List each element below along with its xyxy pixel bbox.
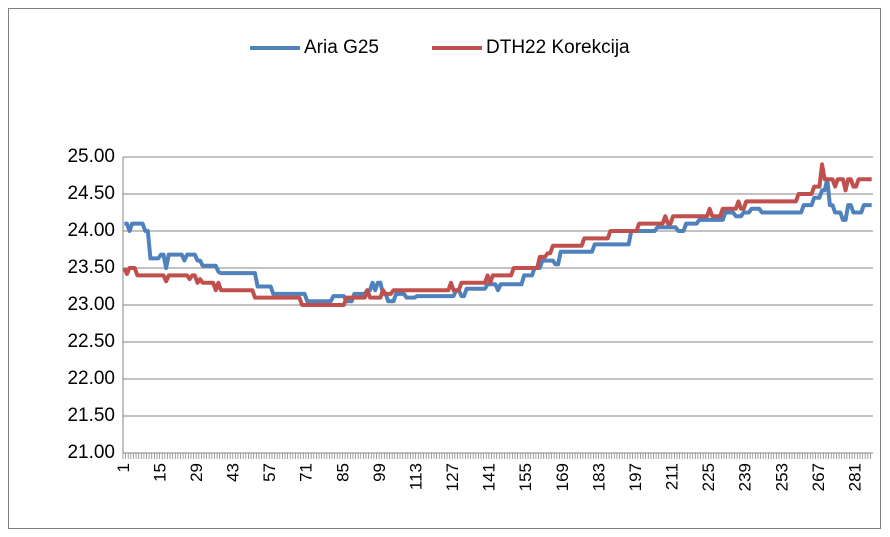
x-tick-label: 1	[114, 463, 133, 472]
x-tick-label: 267	[809, 463, 828, 491]
y-tick-label: 23.50	[67, 257, 115, 278]
x-tick-label: 15	[150, 463, 169, 482]
y-tick-label: 25.00	[67, 146, 115, 167]
x-tick-label: 239	[736, 463, 755, 491]
legend-label: Aria G25	[304, 37, 379, 58]
x-tick-label: 127	[443, 463, 462, 491]
y-tick-label: 24.50	[67, 183, 115, 204]
line-series	[124, 177, 872, 304]
x-tick-label: 57	[260, 463, 279, 482]
x-tick-label: 281	[845, 463, 864, 491]
x-tick-label: 99	[370, 463, 389, 482]
x-tick-label: 29	[187, 463, 206, 482]
y-tick-label: 22.50	[67, 331, 115, 352]
x-tick-label: 113	[406, 463, 425, 490]
y-tick-label: 21.50	[67, 405, 115, 426]
y-tick-label: 23.00	[67, 294, 115, 315]
x-tick-label: 141	[480, 463, 499, 491]
legend-label: DTH22 Korekcija	[486, 37, 630, 58]
x-tick-label: 169	[553, 463, 572, 491]
x-tick-label: 71	[297, 463, 316, 482]
x-tick-label: 155	[516, 463, 535, 491]
x-tick-label: 197	[626, 463, 645, 491]
x-tick-label: 253	[772, 463, 791, 491]
y-tick-label: 21.00	[67, 442, 115, 463]
y-tick-label: 24.00	[67, 220, 115, 241]
x-tick-label: 183	[589, 463, 608, 491]
line-series	[122, 162, 872, 307]
x-tick-label: 211	[663, 463, 682, 490]
x-tick-label: 85	[333, 463, 352, 482]
y-tick-label: 22.00	[67, 368, 115, 389]
x-tick-label: 43	[224, 463, 243, 482]
x-tick-label: 225	[699, 463, 718, 491]
